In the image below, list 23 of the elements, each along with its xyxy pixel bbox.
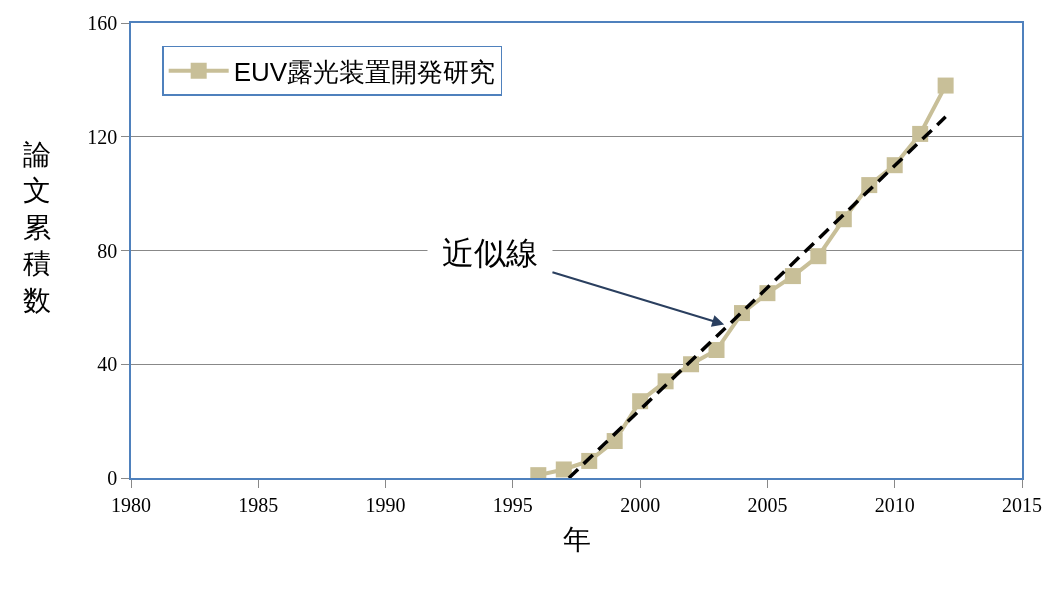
y-tick-label: 120	[87, 125, 118, 148]
point	[810, 248, 827, 265]
x-tick-label: 1990	[365, 493, 406, 516]
x-tick-label: 1980	[111, 493, 151, 516]
x-tick-label: 2015	[1002, 493, 1042, 516]
point	[784, 268, 801, 285]
x-tick-label: 2000	[620, 493, 661, 516]
x-tick-label: 2005	[747, 493, 788, 516]
x-axis-title: 年	[562, 523, 591, 557]
point	[937, 77, 954, 94]
y-axis-title: 論文累積数	[23, 138, 51, 317]
x-tick-label: 1995	[492, 493, 533, 516]
y-tick-label: 40	[97, 353, 118, 376]
point	[708, 342, 725, 359]
y-tick-label: 0	[107, 467, 118, 489]
y-tick-label: 80	[97, 239, 118, 262]
x-tick-label: 1985	[238, 493, 279, 516]
x-tick-label: 2010	[874, 493, 915, 516]
annotation: 近似線	[442, 234, 538, 272]
point	[555, 461, 572, 478]
point	[606, 433, 623, 450]
legend-label: EUV露光装置開発研究	[233, 56, 496, 87]
y-tick-label: 160	[87, 12, 118, 34]
